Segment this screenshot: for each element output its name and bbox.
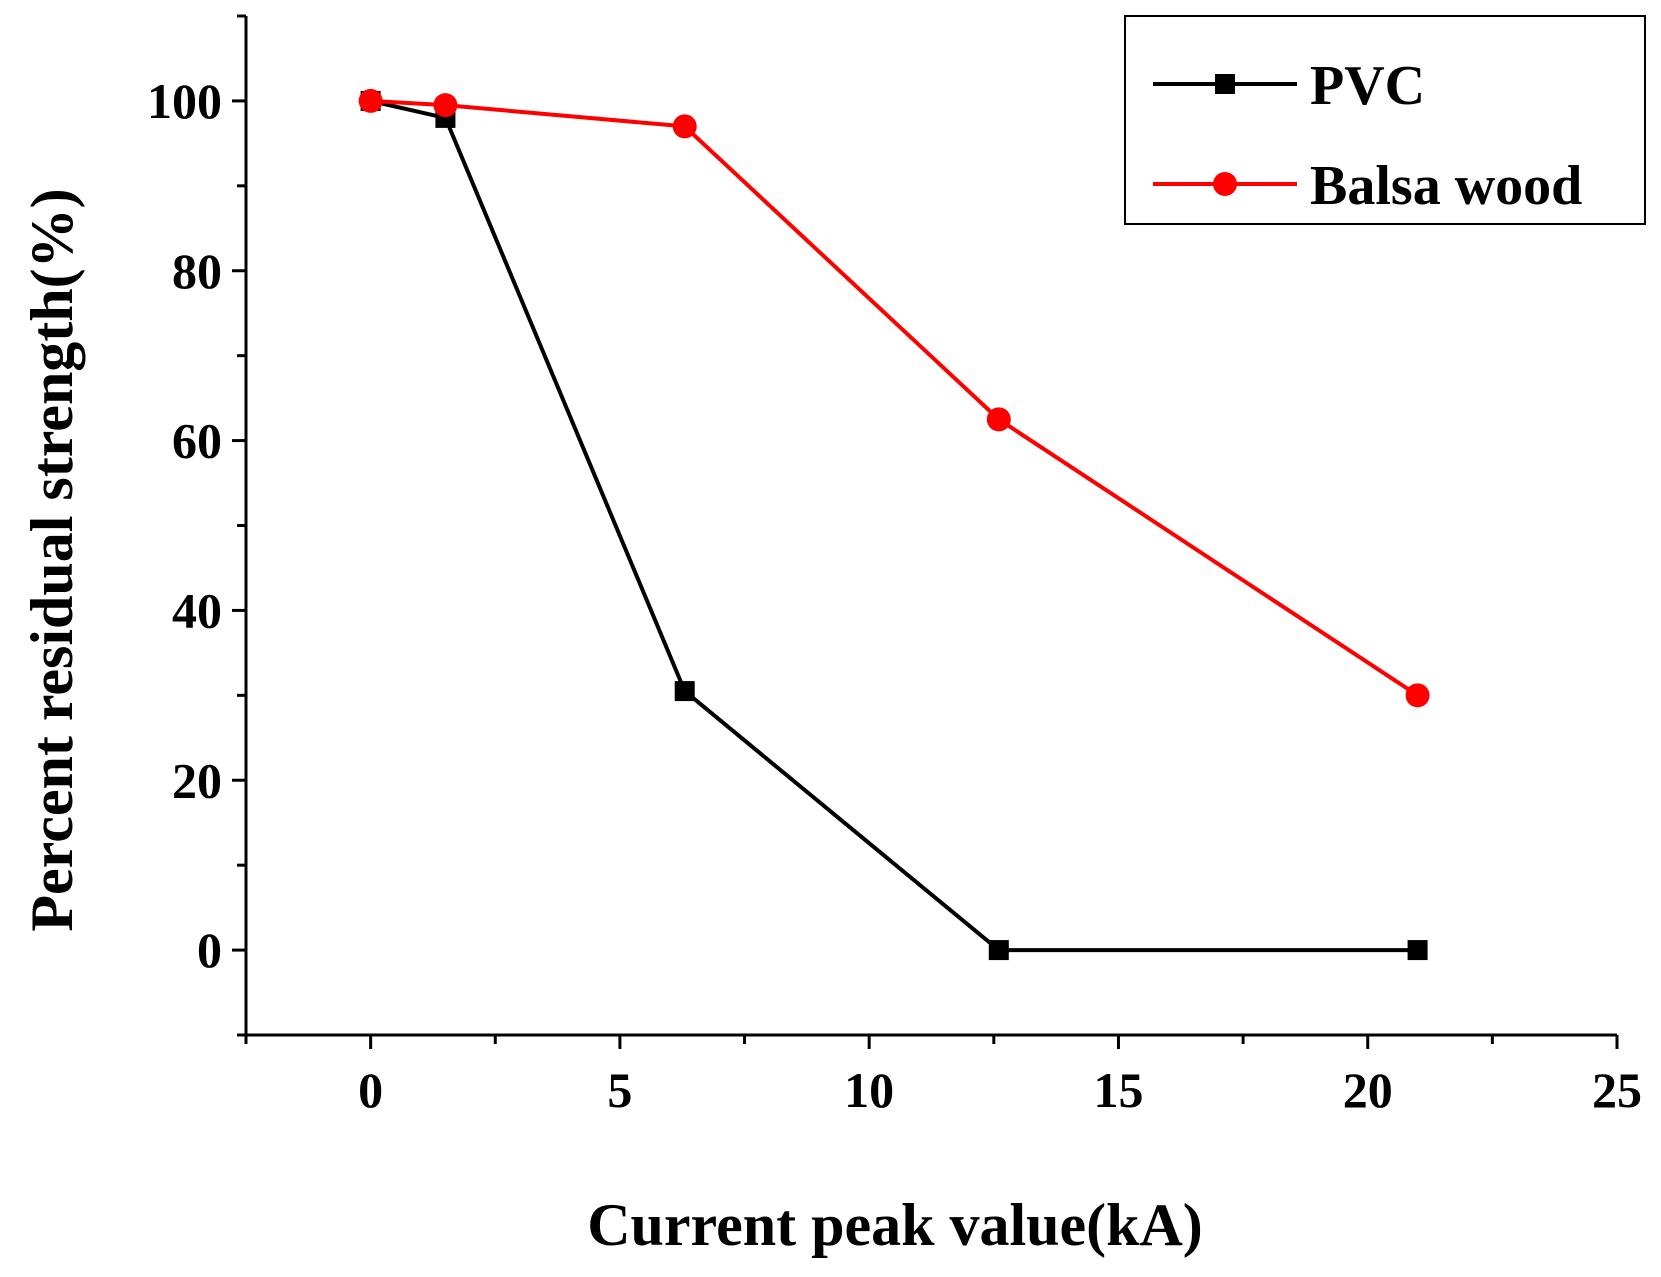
legend-marker [1215, 74, 1235, 94]
y-tick-label: 100 [147, 73, 222, 129]
y-tick-labels: 0 20 40 60 80 100 [147, 73, 222, 978]
x-tick-label: 20 [1343, 1062, 1393, 1118]
y-ticks [232, 14, 246, 1037]
plot-area: 0 5 10 15 20 25 0 20 40 60 80 100 [147, 14, 1642, 1118]
legend-marker [1213, 172, 1237, 196]
data-point-marker [674, 681, 695, 702]
data-point-marker [986, 407, 1011, 432]
legend: PVC Balsa wood [1124, 15, 1646, 225]
x-tick-label: 25 [1592, 1062, 1642, 1118]
data-point-marker [672, 114, 697, 139]
x-ticks [244, 1035, 1619, 1049]
y-tick-label: 60 [172, 413, 222, 469]
legend-box [1124, 15, 1646, 225]
y-axis-title: Percent residual strength(%) [19, 188, 85, 931]
x-axis-title: Current peak value(kA) [587, 1192, 1203, 1258]
series-line [370, 98, 1418, 953]
series-balsa-wood [358, 88, 1430, 708]
data-point-marker [358, 88, 383, 113]
data-point-marker [1407, 940, 1428, 961]
data-point-marker [988, 940, 1009, 961]
x-tick-label: 15 [1093, 1062, 1143, 1118]
y-tick-label: 20 [172, 752, 222, 808]
x-tick-labels: 0 5 10 15 20 25 [358, 1062, 1642, 1118]
legend-label: Balsa wood [1310, 155, 1582, 217]
x-tick-label: 0 [358, 1062, 383, 1118]
legend-item: Balsa wood [1153, 155, 1582, 217]
x-tick-label: 5 [607, 1062, 632, 1118]
data-point-marker [1405, 683, 1430, 708]
series-group [358, 88, 1430, 961]
y-tick-label: 80 [172, 243, 222, 299]
x-tick-label: 10 [844, 1062, 894, 1118]
legend-label: PVC [1310, 55, 1425, 117]
y-tick-label: 40 [172, 582, 222, 638]
y-tick-label: 0 [197, 922, 222, 978]
data-point-marker [433, 93, 458, 118]
legend-item: PVC [1153, 55, 1425, 117]
